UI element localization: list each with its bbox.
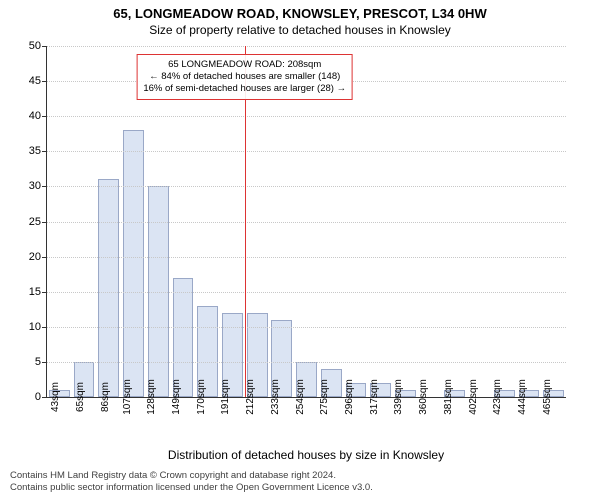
- title-block: 65, LONGMEADOW ROAD, KNOWSLEY, PRESCOT, …: [0, 0, 600, 37]
- callout-line: ← 84% of detached houses are smaller (14…: [143, 71, 346, 83]
- ytick-label: 10: [29, 321, 47, 333]
- ytick-label: 5: [35, 356, 47, 368]
- gridline: [47, 116, 566, 117]
- xtick-label: 360sqm: [412, 379, 429, 415]
- footer-line-1: Contains HM Land Registry data © Crown c…: [10, 470, 373, 482]
- gridline: [47, 151, 566, 152]
- ytick-label: 45: [29, 75, 47, 87]
- histogram-chart: Number of detached properties 43sqm65sqm…: [46, 46, 566, 398]
- title-address: 65, LONGMEADOW ROAD, KNOWSLEY, PRESCOT, …: [0, 6, 600, 21]
- ytick-label: 25: [29, 216, 47, 228]
- gridline: [47, 362, 566, 363]
- gridline: [47, 186, 566, 187]
- gridline: [47, 257, 566, 258]
- xtick-label: 86sqm: [94, 382, 111, 412]
- xtick-label: 465sqm: [536, 379, 553, 415]
- ytick-label: 20: [29, 251, 47, 263]
- xtick-label: 65sqm: [69, 382, 86, 412]
- ytick-label: 40: [29, 110, 47, 122]
- ytick-label: 30: [29, 180, 47, 192]
- callout-box: 65 LONGMEADOW ROAD: 208sqm← 84% of detac…: [136, 54, 353, 100]
- plot-area: 43sqm65sqm86sqm107sqm128sqm149sqm170sqm1…: [46, 46, 566, 398]
- xtick-label: 275sqm: [313, 379, 330, 415]
- callout-line: 16% of semi-detached houses are larger (…: [143, 83, 346, 95]
- xtick-label: 317sqm: [363, 379, 380, 415]
- title-subtitle: Size of property relative to detached ho…: [0, 23, 600, 37]
- xtick-label: 128sqm: [140, 379, 157, 415]
- ytick-label: 50: [29, 40, 47, 52]
- gridline: [47, 292, 566, 293]
- bar: [98, 179, 119, 397]
- xtick-label: 107sqm: [116, 379, 133, 415]
- x-axis-title: Distribution of detached houses by size …: [168, 448, 444, 462]
- bar: [123, 130, 144, 397]
- xtick-label: 149sqm: [165, 379, 182, 415]
- gridline: [47, 46, 566, 47]
- gridline: [47, 327, 566, 328]
- xtick-label: 444sqm: [511, 379, 528, 415]
- xtick-label: 233sqm: [264, 379, 281, 415]
- footer-line-2: Contains public sector information licen…: [10, 482, 373, 494]
- ytick-label: 15: [29, 286, 47, 298]
- xtick-label: 254sqm: [289, 379, 306, 415]
- xtick-label: 191sqm: [215, 379, 232, 415]
- ytick-label: 0: [35, 391, 47, 403]
- xtick-label: 381sqm: [437, 379, 454, 415]
- xtick-label: 423sqm: [487, 379, 504, 415]
- xtick-label: 339sqm: [388, 379, 405, 415]
- callout-line: 65 LONGMEADOW ROAD: 208sqm: [143, 59, 346, 71]
- gridline: [47, 222, 566, 223]
- xtick-label: 296sqm: [338, 379, 355, 415]
- ytick-label: 35: [29, 145, 47, 157]
- xtick-label: 402sqm: [462, 379, 479, 415]
- footer-attribution: Contains HM Land Registry data © Crown c…: [10, 470, 373, 494]
- xtick-label: 170sqm: [190, 379, 207, 415]
- xtick-label: 212sqm: [239, 379, 256, 415]
